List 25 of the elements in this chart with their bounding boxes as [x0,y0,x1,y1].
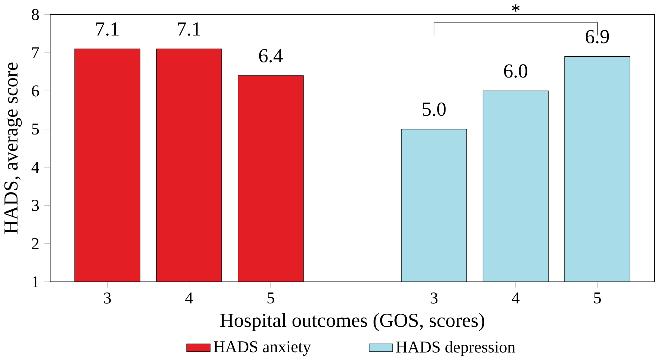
text: * [512,4,520,12]
y-tick-label: 4 [32,162,40,173]
x-tick-label: 5 [594,292,602,304]
x-axis-title: Hospital outcomes (GOS, scores) [220,313,484,332]
y-tick-label: 2 [32,238,39,250]
data-label: 6.9 [586,30,610,44]
data-label: 5.0 [423,102,446,116]
x-tick-label: 3 [104,292,112,304]
y-tick-label: 8 [32,9,40,20]
y-tick-label: 5 [32,124,40,135]
data-label: 6.0 [504,64,528,78]
data-label: 6.4 [259,49,284,63]
y-tick-label: 3 [32,200,40,212]
legend-label: HADS anxiety [214,341,312,356]
data-label: 7.1 [178,22,200,36]
x-tick-label: 4 [512,292,520,304]
data-label: 7.1 [96,22,119,36]
legend-label: HADS depression [396,341,516,356]
x-tick-label: 5 [268,292,274,304]
x-tick-label: 3 [430,292,438,304]
y-axis-title: HADS, average score [4,62,22,234]
y-tick-label: 6 [32,85,40,97]
x-tick-label: 4 [185,292,194,304]
y-tick-label: 7 [32,47,40,58]
y-tick-label: 1 [32,276,39,288]
